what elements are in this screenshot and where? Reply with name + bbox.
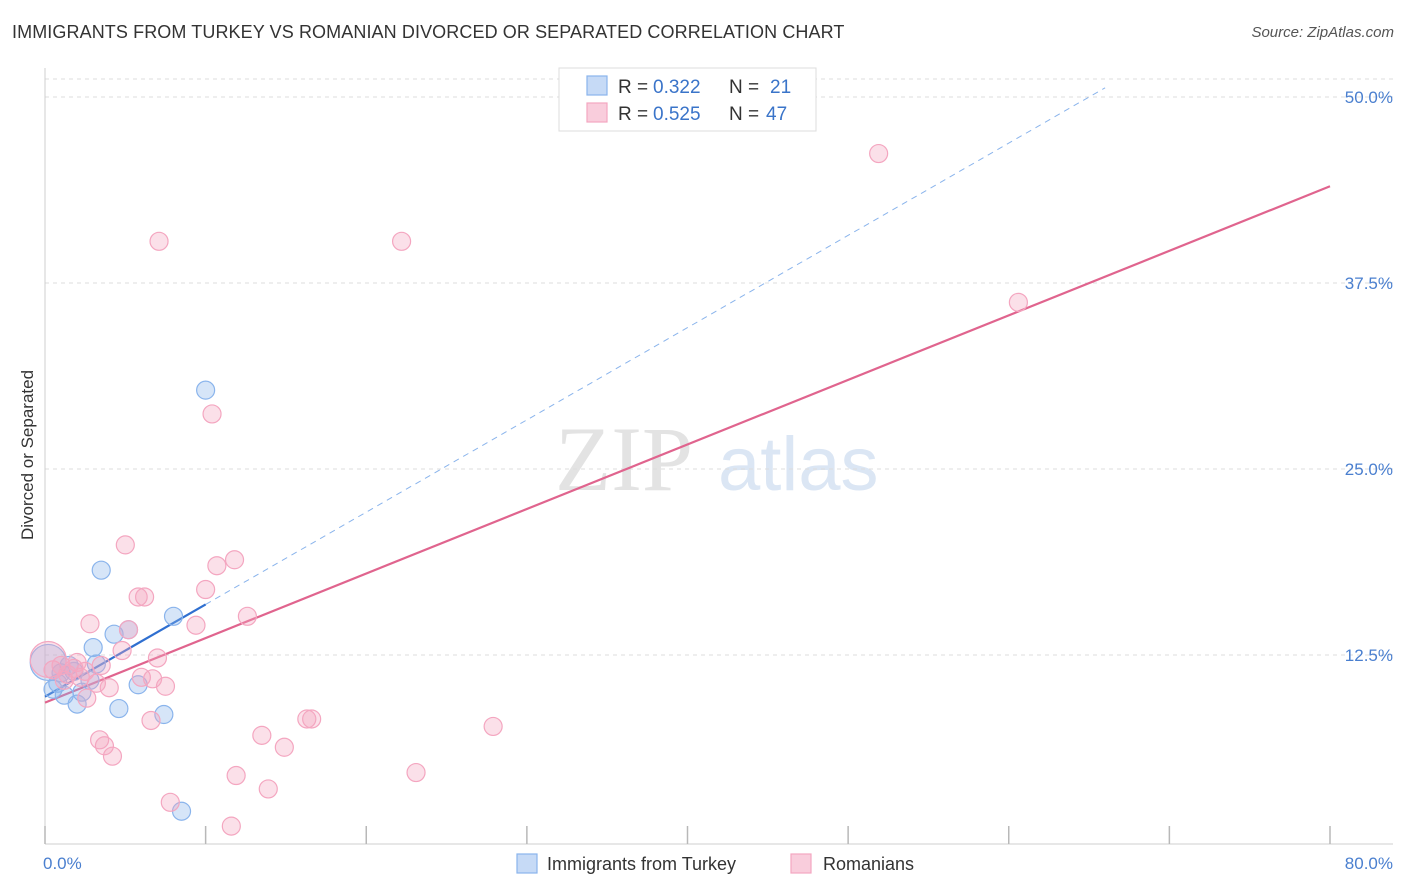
- series-legend: Immigrants from Turkey Romanians: [516, 853, 914, 874]
- romanian-point: [207, 556, 227, 576]
- y-tick-label: 37.5%: [1345, 274, 1393, 293]
- bottom-legend-swatch-romanians: [790, 853, 812, 874]
- romanian-point: [302, 709, 322, 729]
- romanian-point: [406, 762, 426, 783]
- turkey-point: [91, 560, 111, 580]
- romanian-point: [196, 579, 216, 600]
- romanian-point: [160, 792, 180, 812]
- legend-r-value-2: 0.525: [653, 104, 701, 125]
- romanian-point: [77, 688, 97, 708]
- romanian-point: [149, 231, 169, 251]
- romanian-point: [102, 746, 123, 766]
- romanian-point: [1008, 292, 1028, 312]
- axes: 12.5% 25.0% 37.5% 50.0% 0.0% 80.0%: [43, 68, 1393, 873]
- romanian-point: [115, 535, 135, 555]
- turkey-point: [109, 698, 129, 719]
- romanian-point: [221, 816, 241, 836]
- romanian-point: [869, 143, 889, 164]
- romanian-point: [297, 709, 317, 729]
- romanian-point: [226, 765, 246, 786]
- romanian-point: [186, 615, 206, 635]
- grid-lines: [45, 78, 1393, 656]
- romanian-point: [202, 404, 222, 424]
- romanian-point: [258, 779, 278, 799]
- correlation-legend: R = 0.322 N = 21 R = 0.525 N = 47: [558, 67, 817, 132]
- romanian-point: [91, 655, 111, 676]
- romanian-point: [94, 736, 115, 756]
- romanian-point: [128, 587, 148, 607]
- trend-lines: [44, 87, 1331, 704]
- romanian-point: [147, 648, 168, 668]
- romanian-trend-line: [44, 185, 1331, 704]
- chart-title: IMMIGRANTS FROM TURKEY VS ROMANIAN DIVOR…: [12, 22, 845, 42]
- romanian-point: [54, 670, 74, 690]
- romanian-point: [274, 737, 294, 757]
- turkey-point: [67, 694, 87, 714]
- turkey-point: [196, 380, 216, 400]
- watermark-atlas: atlas: [718, 422, 879, 507]
- romanian-point: [155, 676, 176, 696]
- romanian-point: [75, 661, 95, 681]
- legend-n-label-1: N =: [729, 77, 759, 98]
- turkey-trend-extension: [205, 87, 1106, 605]
- romanian-point: [224, 550, 245, 570]
- y-tick-label: 25.0%: [1345, 460, 1393, 479]
- romanian-point: [252, 725, 272, 745]
- romanian-point: [80, 614, 100, 634]
- romanian-point: [483, 716, 503, 737]
- romanian-point: [141, 710, 161, 731]
- legend-n-value-2: 47: [766, 104, 787, 125]
- legend-swatch-romanians: [586, 102, 608, 123]
- watermark-zip: ZIP: [555, 408, 693, 510]
- romanian-point: [112, 640, 132, 661]
- legend-r-label-1: R =: [618, 77, 648, 98]
- bottom-legend-label-turkey: Immigrants from Turkey: [547, 854, 736, 874]
- turkey-point: [163, 606, 184, 626]
- romanian-point: [134, 587, 155, 607]
- y-tick-label: 50.0%: [1345, 88, 1393, 107]
- legend-r-value-1: 0.322: [653, 77, 701, 98]
- legend-swatch-turkey: [586, 75, 608, 96]
- legend-n-label-2: N =: [729, 104, 759, 125]
- y-tick-label: 12.5%: [1345, 646, 1393, 665]
- romanian-point: [118, 620, 139, 640]
- bottom-legend-label-romanians: Romanians: [823, 854, 914, 874]
- romanian-point: [86, 673, 107, 693]
- legend-r-label-2: R =: [618, 104, 648, 125]
- bottom-legend-swatch-turkey: [516, 853, 538, 874]
- x-tick-label-min: 0.0%: [43, 854, 82, 873]
- source-label: Source: ZipAtlas.com: [1251, 24, 1394, 41]
- legend-n-value-1: 21: [770, 77, 791, 98]
- turkey-point: [83, 637, 103, 658]
- x-tick-label-max: 80.0%: [1345, 854, 1393, 873]
- romanian-point: [391, 231, 412, 251]
- data-points: [29, 143, 1028, 836]
- romanian-point: [99, 678, 119, 698]
- turkey-point: [104, 624, 124, 644]
- romanian-point: [237, 606, 257, 626]
